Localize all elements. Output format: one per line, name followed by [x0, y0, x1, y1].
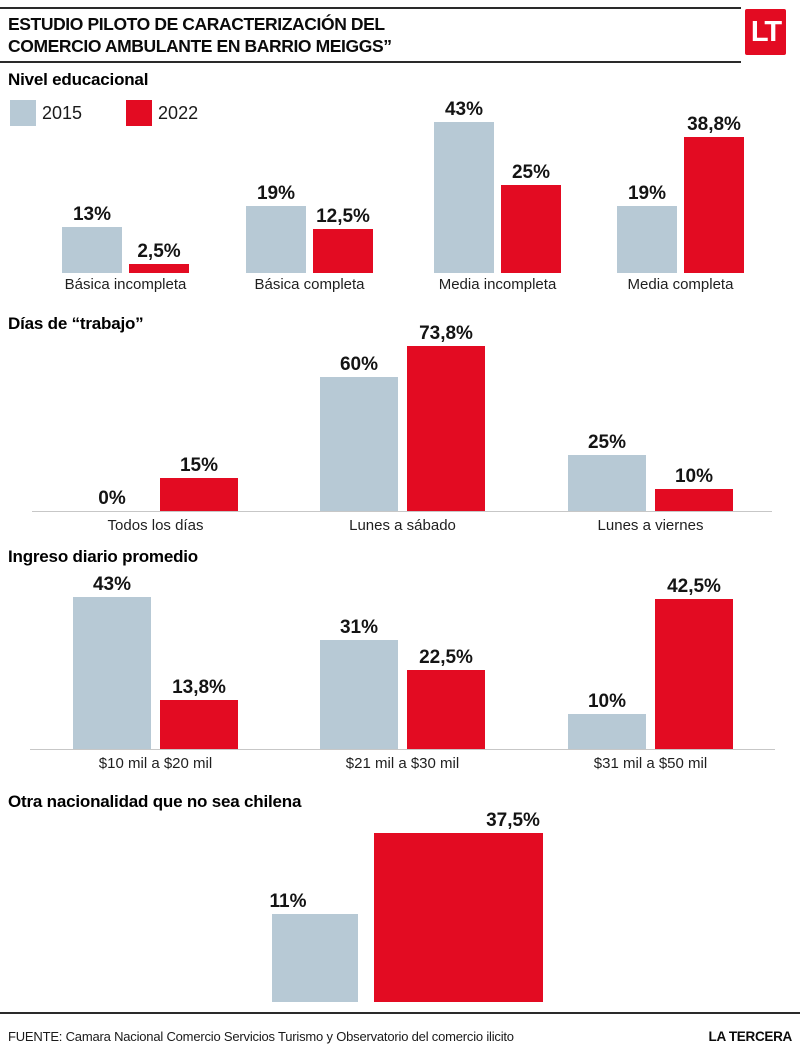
bar-2022: [160, 700, 238, 749]
legend: 2015 2022: [10, 100, 198, 126]
category-label: Media incompleta: [438, 276, 557, 293]
bar-2015: [73, 597, 151, 749]
bar-2022: [160, 478, 238, 511]
legend-label-2022: 2022: [158, 102, 199, 123]
value-label-2022: 38,8%: [687, 114, 741, 135]
page-title-line1: ESTUDIO PILOTO DE CARACTERIZACIÓN DEL: [8, 14, 385, 34]
value-label-2022: 22,5%: [419, 647, 473, 668]
page-title-line2: COMERCIO AMBULANTE EN BARRIO MEIGGS”: [8, 35, 392, 56]
bar-2015: [320, 640, 398, 749]
bar-2022: [655, 599, 733, 749]
bar-2022: [374, 833, 543, 1002]
bar-2022: [684, 137, 744, 273]
value-label-2015: 0%: [98, 488, 126, 509]
section-title-dias-de-trabajo: Días de “trabajo”: [8, 314, 144, 333]
section-title-ingreso-diario: Ingreso diario promedio: [8, 547, 198, 566]
value-label-2015: 13%: [72, 204, 112, 225]
baseline-dias-de-trabajo: [32, 511, 772, 512]
bar-2015: [568, 714, 646, 749]
value-label-2015: 25%: [587, 432, 627, 453]
bar-2022: [129, 264, 189, 273]
value-label-2022: 25%: [511, 162, 551, 183]
header-rule: [0, 61, 741, 63]
category-label: $21 mil a $30 mil: [345, 755, 460, 772]
legend-swatch-2022: [126, 100, 153, 126]
value-label-2015: 31%: [339, 617, 379, 638]
category-label: $31 mil a $50 mil: [593, 755, 708, 772]
bar-2015: [272, 914, 358, 1002]
value-label-2022: 15%: [179, 455, 219, 476]
value-label-2015: 60%: [339, 354, 379, 375]
value-label-2022: 73,8%: [419, 323, 473, 344]
category-label: $10 mil a $20 mil: [98, 755, 213, 772]
section-title-nivel-educacional: Nivel educacional: [8, 70, 149, 89]
bar-2022: [655, 489, 733, 511]
value-label-2015: 10%: [587, 691, 627, 712]
value-label-2015: 43%: [92, 574, 132, 595]
legend-label-2015: 2015: [42, 102, 83, 123]
brand-name: LA TERCERA: [708, 1029, 793, 1044]
value-label-2022: 10%: [674, 466, 714, 487]
value-label-2015: 19%: [256, 183, 296, 204]
bar-2022: [407, 670, 485, 749]
value-label-2015: 19%: [627, 183, 667, 204]
bar-2015: [246, 206, 306, 273]
value-label-2022: 12,5%: [316, 206, 370, 227]
legend-swatch-2015: [10, 100, 36, 126]
bar-2015: [320, 377, 398, 511]
category-label: Media completa: [627, 276, 734, 293]
page-title: ESTUDIO PILOTO DE CARACTERIZACIÓN DEL CO…: [8, 14, 392, 57]
category-label: Lunes a sábado: [349, 517, 456, 534]
category-label: Lunes a viernes: [597, 517, 704, 534]
bar-2022: [313, 229, 373, 273]
value-label-2022: 13,8%: [172, 677, 226, 698]
bar-2022: [407, 346, 485, 511]
source-note: FUENTE: Camara Nacional Comercio Servici…: [8, 1029, 514, 1044]
footer-rule: [0, 1012, 800, 1014]
value-label-2022: 2,5%: [137, 241, 181, 262]
bar-2015: [617, 206, 677, 273]
value-label-2022: 42,5%: [667, 576, 721, 597]
top-rule: [0, 7, 741, 9]
category-label: Básica completa: [254, 276, 365, 293]
bar-2015: [62, 227, 122, 273]
value-label-2015: 11%: [269, 891, 307, 912]
bar-2015: [568, 455, 646, 511]
category-label: Todos los días: [107, 517, 204, 534]
bar-2022: [501, 185, 561, 273]
value-label-2015: 43%: [444, 99, 484, 120]
category-label: Básica incompleta: [64, 276, 187, 293]
bar-2015: [434, 122, 494, 273]
section-title-otra-nacionalidad: Otra nacionalidad que no sea chilena: [8, 792, 302, 811]
baseline-ingreso-diario: [30, 749, 775, 750]
lt-logo: LT: [745, 9, 786, 55]
value-label-2022: 37,5%: [486, 810, 540, 831]
